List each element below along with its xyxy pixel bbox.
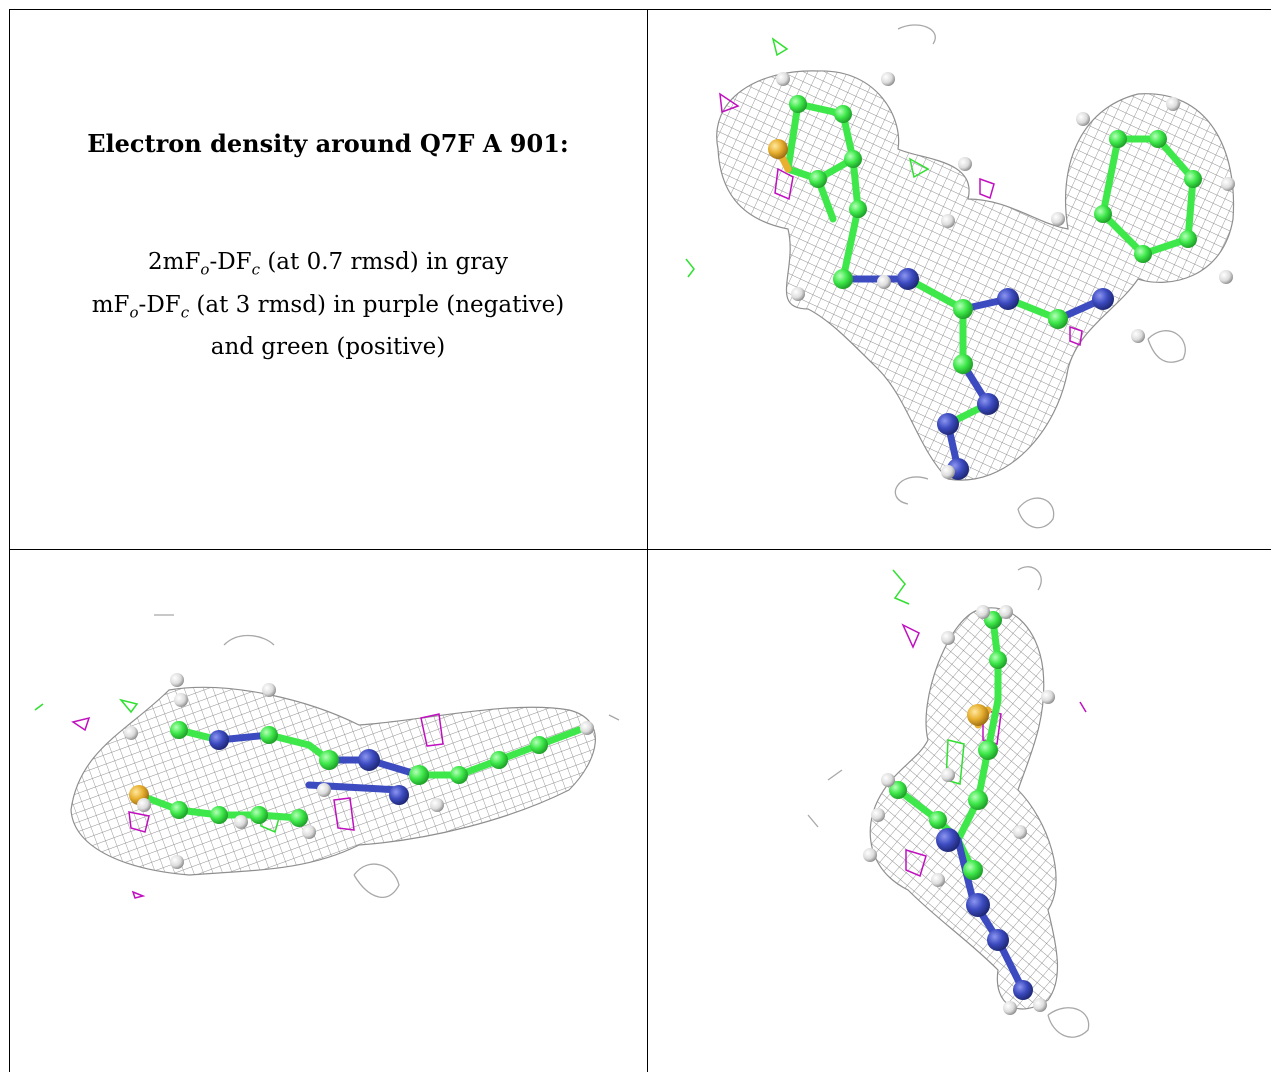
- ligand-atoms: [863, 605, 1055, 1015]
- negative-density: [71, 713, 444, 899]
- ligand-atoms: [124, 673, 594, 869]
- negative-density: [901, 623, 1087, 878]
- density-mesh: [70, 614, 620, 898]
- positive-density: [892, 569, 965, 785]
- caption-panel: Electron density around Q7F A 901: 2mFo-…: [9, 9, 647, 549]
- density-legend: 2mFo-DFc (at 0.7 rmsd) in gray mFo-DFc (…: [9, 245, 647, 365]
- positive-density: [685, 37, 930, 278]
- left-border: [9, 9, 10, 1072]
- molecule-view-end: [648, 550, 1271, 1072]
- ligand-atoms: [768, 72, 1235, 480]
- legend-line-colors: and green (positive): [210, 334, 446, 361]
- top-border: [9, 9, 1271, 10]
- molecule-view-top: [648, 9, 1271, 549]
- horizontal-divider-left: [9, 549, 647, 550]
- figure-grid: Electron density around Q7F A 901: 2mFo-…: [9, 9, 1271, 1072]
- figure-title: Electron density around Q7F A 901:: [87, 129, 569, 158]
- horizontal-divider-right: [648, 549, 1271, 550]
- negative-density: [719, 92, 1083, 347]
- vertical-divider: [647, 9, 648, 1072]
- legend-line-2fofc: 2mFo-DFc (at 0.7 rmsd) in gray: [148, 249, 508, 279]
- legend-line-fofc: mFo-DFc (at 3 rmsd) in purple (negative): [91, 291, 565, 322]
- density-mesh: [716, 24, 1235, 529]
- molecule-view-side: [9, 550, 647, 1072]
